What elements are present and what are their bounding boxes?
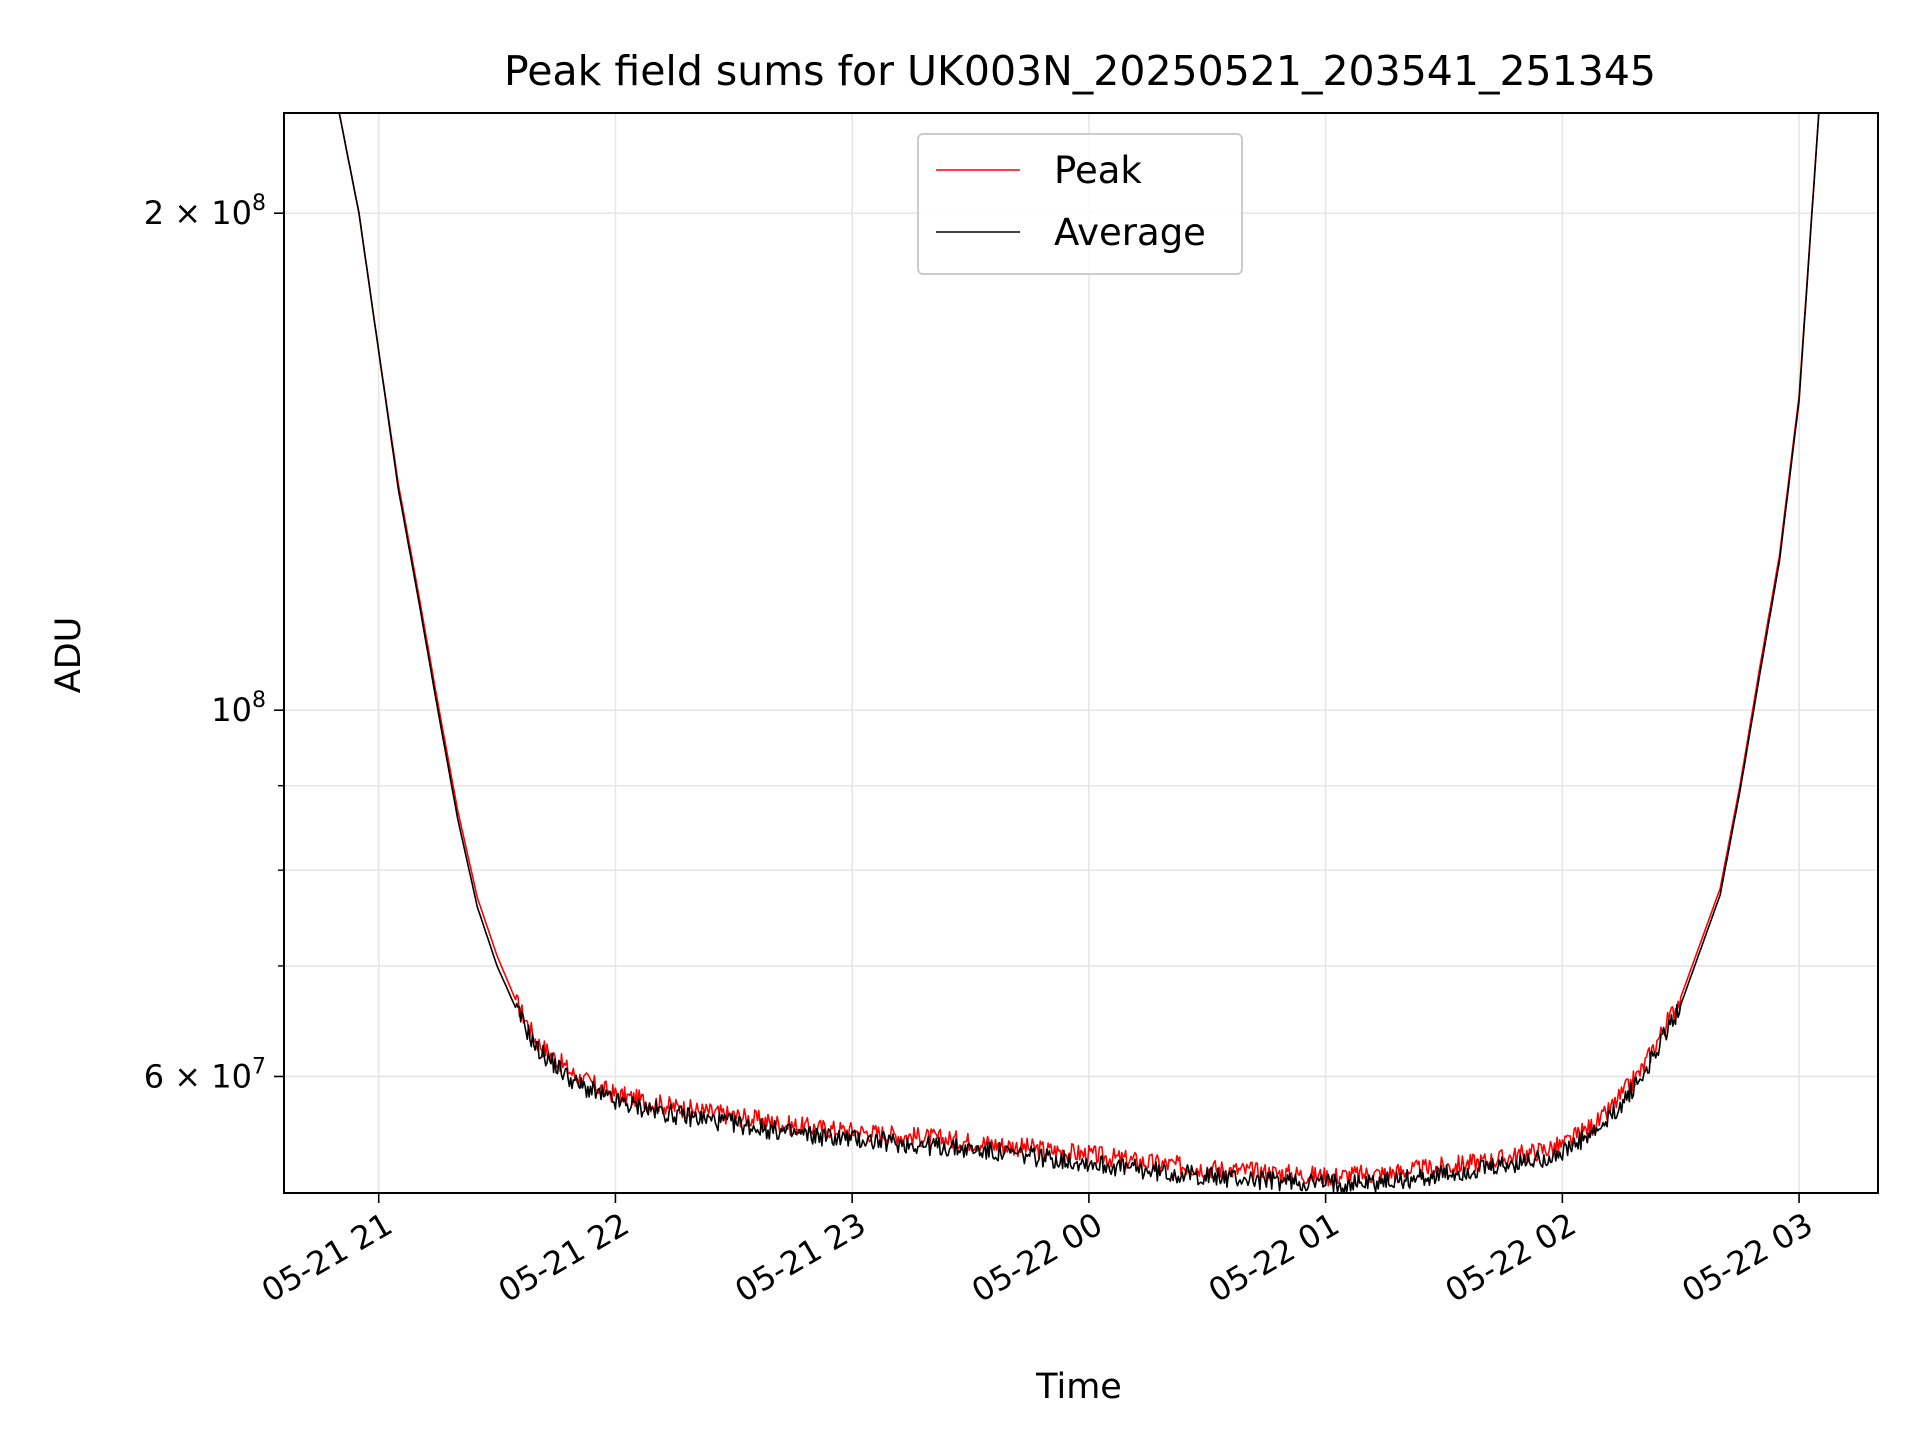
y-tick-label: 6 × 107 [144,1054,266,1095]
plot-frame [283,112,1879,1194]
grid [284,113,1878,1193]
y-tick-label: 108 [211,688,266,729]
series-layer [284,113,1878,1193]
y-axis-label: ADU [49,617,89,694]
series-line-average [284,113,1878,1193]
y-axis: 2 × 108 108 6 × 107 [144,191,284,1095]
legend-label-peak: Peak [1054,149,1142,192]
x-axis-label: Time [1035,1367,1122,1407]
legend-label-average: Average [1054,211,1206,254]
legend: Peak Average [917,133,1243,275]
legend-box [917,133,1243,275]
chart-title: Peak field sums for UK003N_20250521_2035… [504,47,1656,95]
y-tick-label: 2 × 108 [144,191,266,232]
